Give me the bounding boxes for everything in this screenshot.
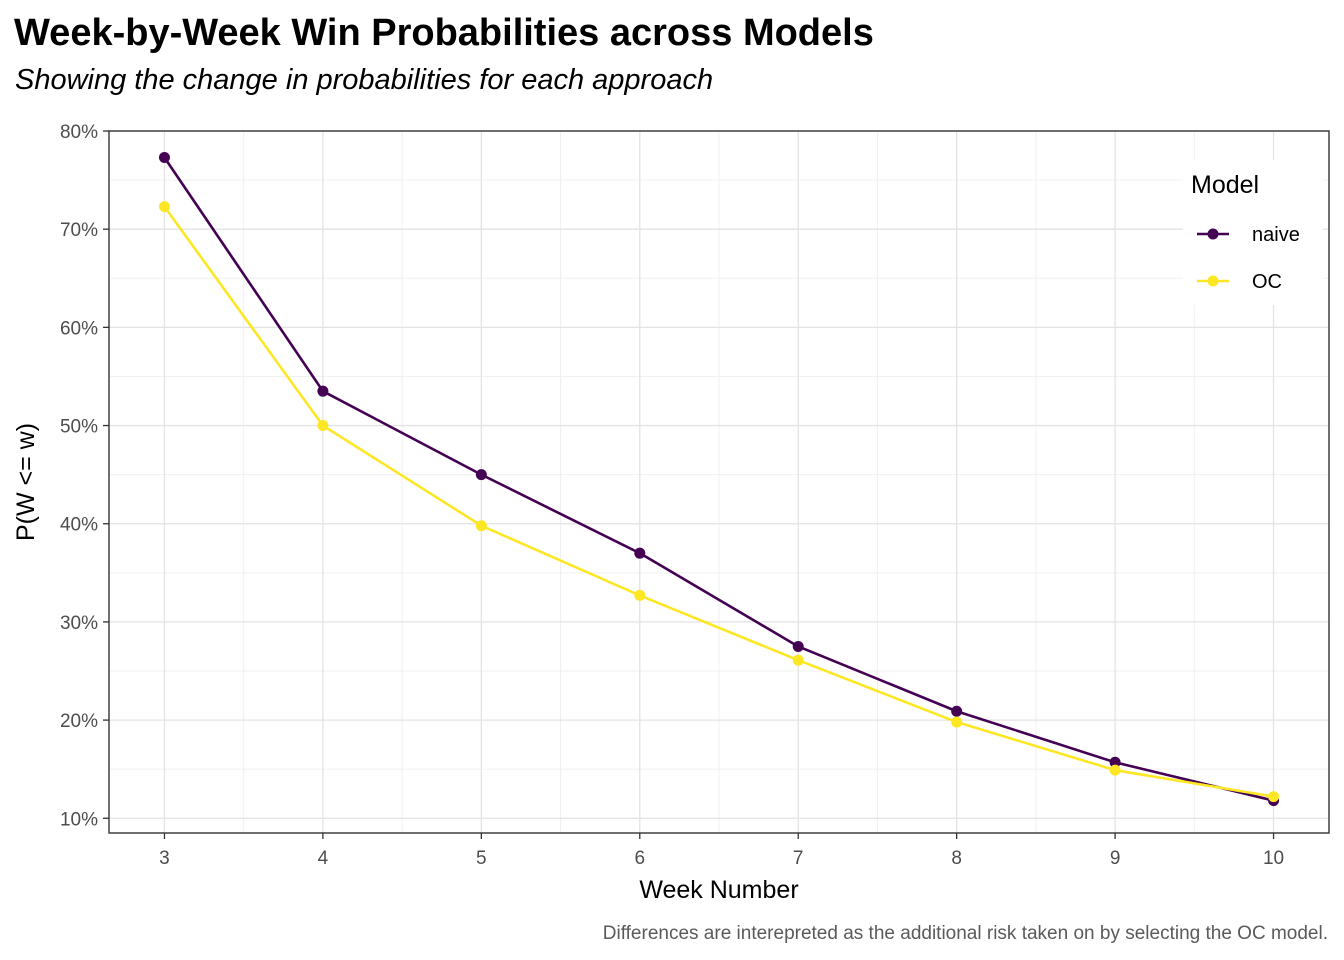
x-axis-title: Week Number: [639, 876, 798, 904]
data-point-oc: [317, 420, 329, 432]
legend-label-naive: naive: [1252, 224, 1300, 246]
series-lines: [163, 156, 1274, 802]
x-tick-label: 4: [318, 848, 329, 869]
data-point-oc: [634, 589, 646, 601]
y-tick-label: 60%: [60, 318, 98, 339]
y-axis: 10% 20% 30% 40% 50% 60% 70% 80%: [60, 122, 109, 830]
data-point-oc: [792, 654, 804, 666]
legend-title: Model: [1191, 171, 1259, 199]
chart-title: Week-by-Week Win Probabilities across Mo…: [14, 12, 874, 54]
x-tick-label: 6: [634, 848, 645, 869]
legend-label-oc: OC: [1252, 271, 1282, 293]
data-point-naive: [951, 705, 963, 717]
data-point-oc: [158, 201, 170, 213]
y-tick-label: 10%: [60, 809, 98, 830]
y-axis-title: P(W <= w): [12, 423, 40, 541]
data-point-naive: [634, 547, 646, 559]
data-point-naive: [158, 152, 170, 164]
grid-lines: [109, 130, 1329, 833]
x-tick-label: 7: [793, 848, 804, 869]
x-tick-label: 8: [951, 848, 962, 869]
chart-subtitle: Showing the change in probabilities for …: [15, 64, 714, 96]
series-line-naive: [163, 156, 1274, 802]
data-point-naive: [317, 385, 329, 397]
legend: Model naive OC: [1183, 160, 1323, 305]
y-tick-label: 40%: [60, 515, 98, 536]
x-tick-label: 5: [476, 848, 487, 869]
data-point-naive: [475, 469, 487, 481]
y-tick-label: 20%: [60, 711, 98, 732]
data-point-oc: [951, 716, 963, 728]
x-axis: 3 4 5 6 7 8 9 10: [159, 833, 1284, 869]
chart-caption: Differences are interepreted as the addi…: [602, 923, 1328, 944]
x-tick-label: 3: [159, 848, 170, 869]
data-point-oc: [475, 520, 487, 532]
x-tick-label: 10: [1263, 848, 1284, 869]
y-tick-label: 30%: [60, 613, 98, 634]
series-points: [158, 152, 1280, 807]
data-point-naive: [792, 640, 804, 652]
data-point-naive: [1109, 756, 1121, 768]
y-tick-label: 80%: [60, 122, 98, 143]
series-line-oc: [163, 205, 1274, 798]
y-tick-label: 50%: [60, 417, 98, 438]
y-tick-label: 70%: [60, 220, 98, 241]
legend-key-point-oc: [1207, 275, 1219, 287]
data-point-oc: [1109, 764, 1121, 776]
data-point-oc: [1268, 791, 1280, 803]
legend-key-point-naive: [1207, 228, 1219, 240]
x-tick-label: 9: [1110, 848, 1121, 869]
panel-border: [108, 130, 1330, 834]
